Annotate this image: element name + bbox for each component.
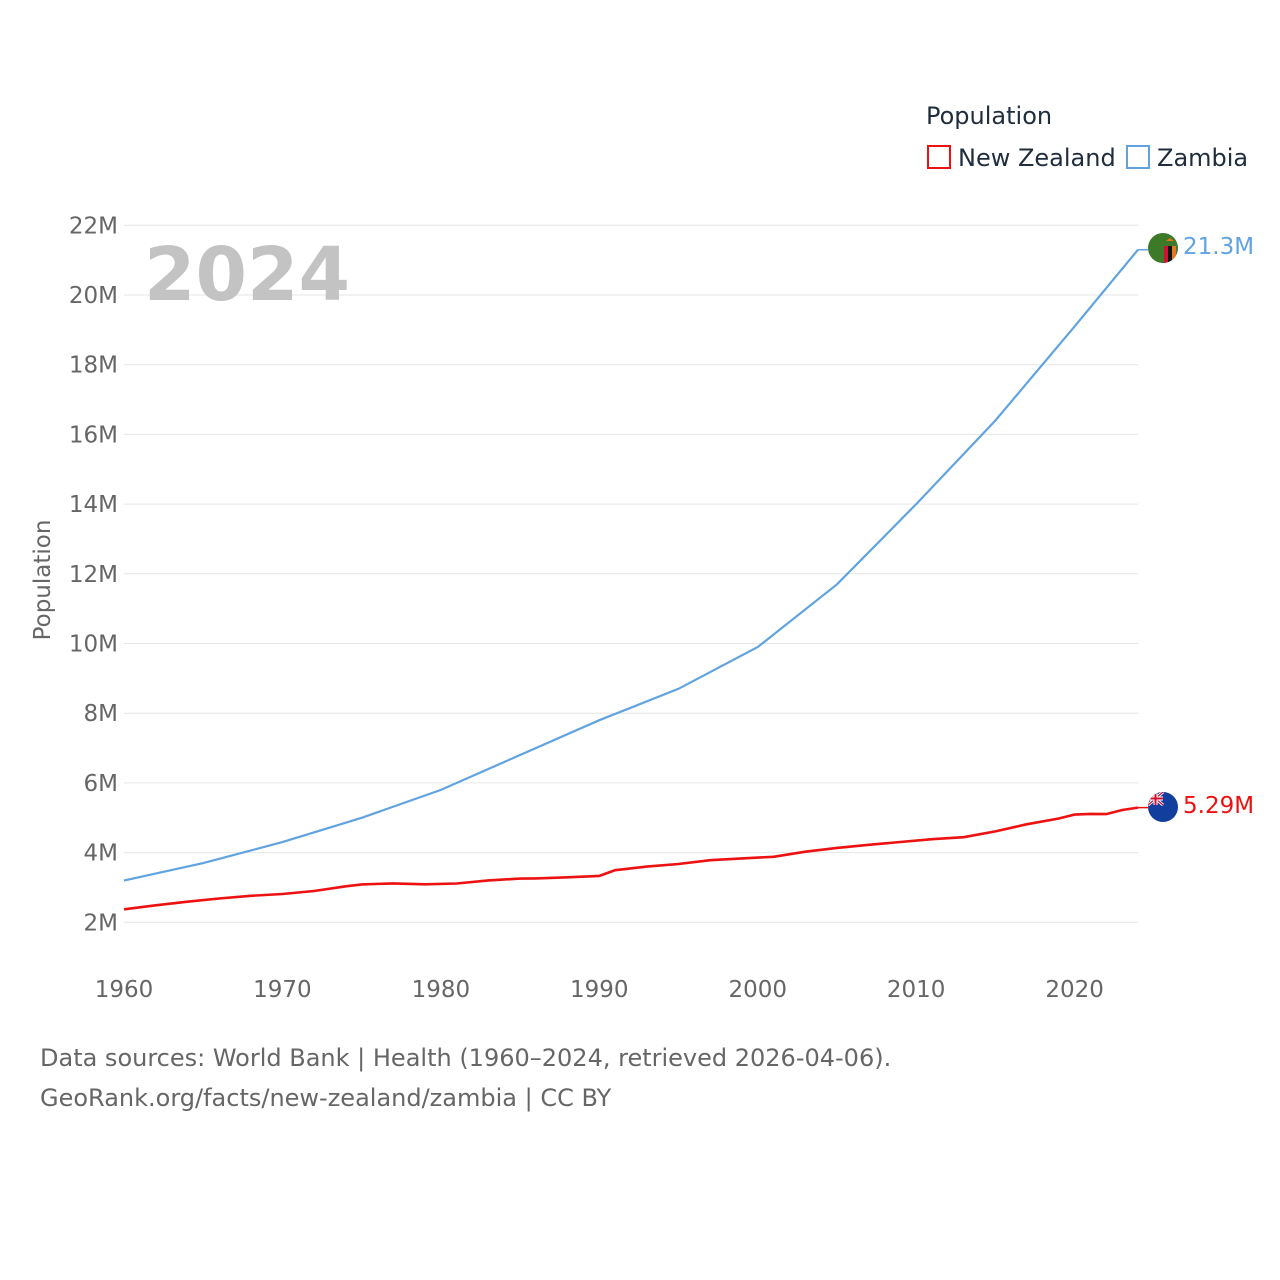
- new-zealand-flag-icon: [1148, 792, 1178, 822]
- y-tick-label: 20M: [69, 283, 118, 309]
- footer-sources: Data sources: World Bank | Health (1960–…: [40, 1044, 892, 1072]
- legend: Population New Zealand Zambia: [926, 102, 1248, 172]
- x-tick-label: 2020: [1045, 977, 1104, 1003]
- y-axis-ticks: 2M 4M 6M 8M 10M 12M 14M 16M 18M 20M 22M: [69, 213, 118, 936]
- x-axis-ticks: 1960 1970 1980 1990 2000 2010 2020: [95, 977, 1104, 1003]
- x-tick-label: 1960: [95, 977, 154, 1003]
- gridlines: [124, 224, 1138, 923]
- y-tick-label: 10M: [69, 632, 118, 658]
- series-line-zambia[interactable]: [123, 248, 1139, 882]
- x-tick-label: 1970: [253, 977, 312, 1003]
- end-value-label-new-zealand: 5.29M: [1183, 793, 1254, 819]
- legend-swatch-new-zealand: [927, 145, 951, 169]
- series-line-new-zealand[interactable]: [123, 806, 1139, 911]
- footer-attribution[interactable]: GeoRank.org/facts/new-zealand/zambia | C…: [40, 1084, 612, 1112]
- zambia-flag-icon: [1148, 233, 1178, 263]
- y-axis-title: Population: [30, 520, 56, 641]
- y-tick-label: 6M: [84, 771, 118, 797]
- legend-title: Population: [926, 102, 1052, 130]
- y-tick-label: 4M: [84, 841, 118, 867]
- y-tick-label: 22M: [69, 213, 118, 239]
- y-tick-label: 12M: [69, 562, 118, 588]
- y-tick-label: 8M: [84, 701, 118, 727]
- x-tick-label: 1990: [570, 977, 629, 1003]
- legend-label-new-zealand: New Zealand: [958, 144, 1116, 172]
- legend-item-new-zealand[interactable]: New Zealand: [927, 144, 1116, 172]
- x-tick-label: 2000: [728, 977, 787, 1003]
- y-tick-label: 16M: [69, 422, 118, 448]
- y-tick-label: 14M: [69, 492, 118, 518]
- y-tick-label: 18M: [69, 353, 118, 379]
- legend-item-zambia[interactable]: Zambia: [1126, 144, 1248, 172]
- y-tick-label: 2M: [84, 910, 118, 936]
- x-tick-label: 1980: [412, 977, 471, 1003]
- legend-label-zambia: Zambia: [1157, 144, 1248, 172]
- year-label: 2024: [144, 232, 350, 318]
- end-value-label-zambia: 21.3M: [1183, 234, 1254, 260]
- legend-swatch-zambia: [1126, 145, 1150, 169]
- x-tick-label: 2010: [887, 977, 946, 1003]
